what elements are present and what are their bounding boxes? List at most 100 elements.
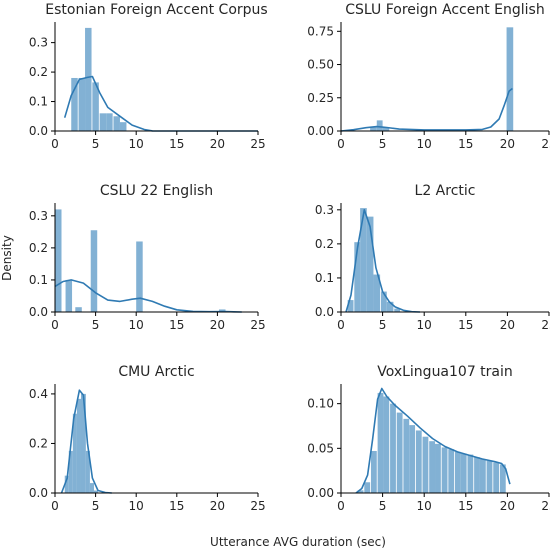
histogram-bar [72,413,77,493]
histogram-bar [435,443,441,493]
histogram-bar [386,301,394,312]
x-tick-label: 5 [379,318,387,332]
y-tick-label: 0.1 [29,273,48,287]
histogram-bar [89,483,94,493]
subplot-4: 0 5 10 15 20 25 0.0 0.1 0.2 0.3 L2 Arctic [315,183,550,332]
x-tick-label: 5 [92,318,100,332]
y-tick-label: 0.2 [29,241,48,255]
histogram-bar [390,403,396,493]
x-tick-label: 5 [92,499,100,513]
histogram-bar [370,127,377,131]
subplot-1: 0 5 10 15 20 25 0.0 0.1 0.2 0.3 Estonian Foreign A… [29,2,268,151]
histogram-bar [99,113,107,131]
histogram-bar [64,475,69,493]
x-tick-label: 10 [129,137,144,151]
histogram-bar [448,449,455,493]
subplot-title: L2 Arctic [415,183,476,199]
histogram-bar [373,274,381,312]
histogram-bar [467,454,474,493]
histogram-bar [219,309,226,312]
histogram-bar [396,412,403,493]
histogram-bar [85,450,90,493]
histogram-bar [394,308,401,312]
x-tick-label: 20 [500,318,515,332]
histogram-bar [106,113,113,131]
histogram-bar [403,418,410,493]
histogram-bar [376,120,383,131]
x-tick-label: 5 [379,499,387,513]
subplot-title: CSLU Foreign Accent English [345,2,544,18]
y-tick-label: 0.1 [29,95,48,109]
histogram-bar [75,307,82,312]
subplot-6: 0 5 10 15 20 25 0.00 0.05 0.10 VoxLingua107 train [307,364,550,513]
x-tick-label: 0 [51,318,59,332]
x-tick-label: 25 [250,499,265,513]
histogram-bar [499,464,506,493]
y-tick-label: 0.0 [315,305,334,319]
x-tick-label: 0 [51,137,59,151]
histogram-bar [80,393,86,493]
y-tick-label: 0.4 [29,387,48,401]
x-tick-label: 25 [250,318,265,332]
histogram-bar [380,291,387,312]
y-tick-label: 0.0 [29,124,48,138]
histogram-bar [136,241,143,312]
histogram-bar [479,459,486,493]
histogram-bar [76,398,81,493]
y-tick-label: 0.2 [29,65,48,79]
y-tick-label: 0.1 [315,271,334,285]
y-tick-label: 0.75 [307,24,334,38]
x-tick-label: 10 [417,499,432,513]
x-tick-label: 15 [169,318,184,332]
subplot-title: CSLU 22 English [100,183,213,199]
x-tick-label: 5 [92,137,100,151]
histogram-bar [90,230,98,312]
histogram-bar [68,450,73,493]
kde-curve [345,209,421,313]
y-tick-label: 0.3 [315,203,334,217]
kde-curve [54,279,242,313]
subplot-title: CMU Arctic [118,364,194,380]
histogram-bar [92,82,99,131]
histogram-bar [360,208,367,312]
x-tick-label: 0 [51,499,59,513]
x-tick-label: 15 [169,137,184,151]
x-tick-label: 20 [210,137,225,151]
histogram-bar [506,27,514,131]
subplot-2: 0 5 10 15 20 25 0.00 0.25 0.50 0.75 CSLU Foreign A… [307,2,550,151]
y-tick-label: 0.05 [307,441,334,455]
histogram-bar [370,451,377,493]
x-tick-label: 25 [541,499,550,513]
x-tick-label: 25 [250,137,265,151]
x-tick-label: 10 [129,318,144,332]
histogram-bar [429,441,436,493]
histogram-bar [85,27,92,131]
x-tick-label: 0 [337,137,345,151]
subplot-title: VoxLingua107 train [377,364,513,380]
x-tick-label: 15 [169,499,184,513]
y-tick-label: 0.0 [29,486,48,500]
y-tick-label: 0.00 [307,124,334,138]
histogram-bar [441,447,448,493]
histogram-bar [357,490,364,493]
histogram-bar [354,242,361,312]
histogram-bar [493,462,500,493]
y-tick-label: 0.3 [29,36,48,50]
kde-curve [60,389,112,494]
histogram-bar [119,122,127,131]
y-tick-label: 0.0 [29,305,48,319]
y-tick-label: 0.2 [29,436,48,450]
subplot-3: 0 5 10 15 20 25 0.0 0.1 0.2 0.3 CSLU 22 English [29,183,266,332]
kde-curve [355,387,511,494]
x-tick-label: 25 [541,318,550,332]
histogram-bar [454,451,461,493]
x-axis-label: Utterance AVG duration (sec) [210,535,386,548]
histogram-bar [474,457,480,493]
y-tick-label: 0.2 [315,237,334,251]
x-tick-label: 20 [210,318,225,332]
kde-curve [63,75,259,132]
x-tick-label: 5 [379,137,387,151]
histogram-bar [377,392,384,493]
x-tick-label: 10 [129,499,144,513]
